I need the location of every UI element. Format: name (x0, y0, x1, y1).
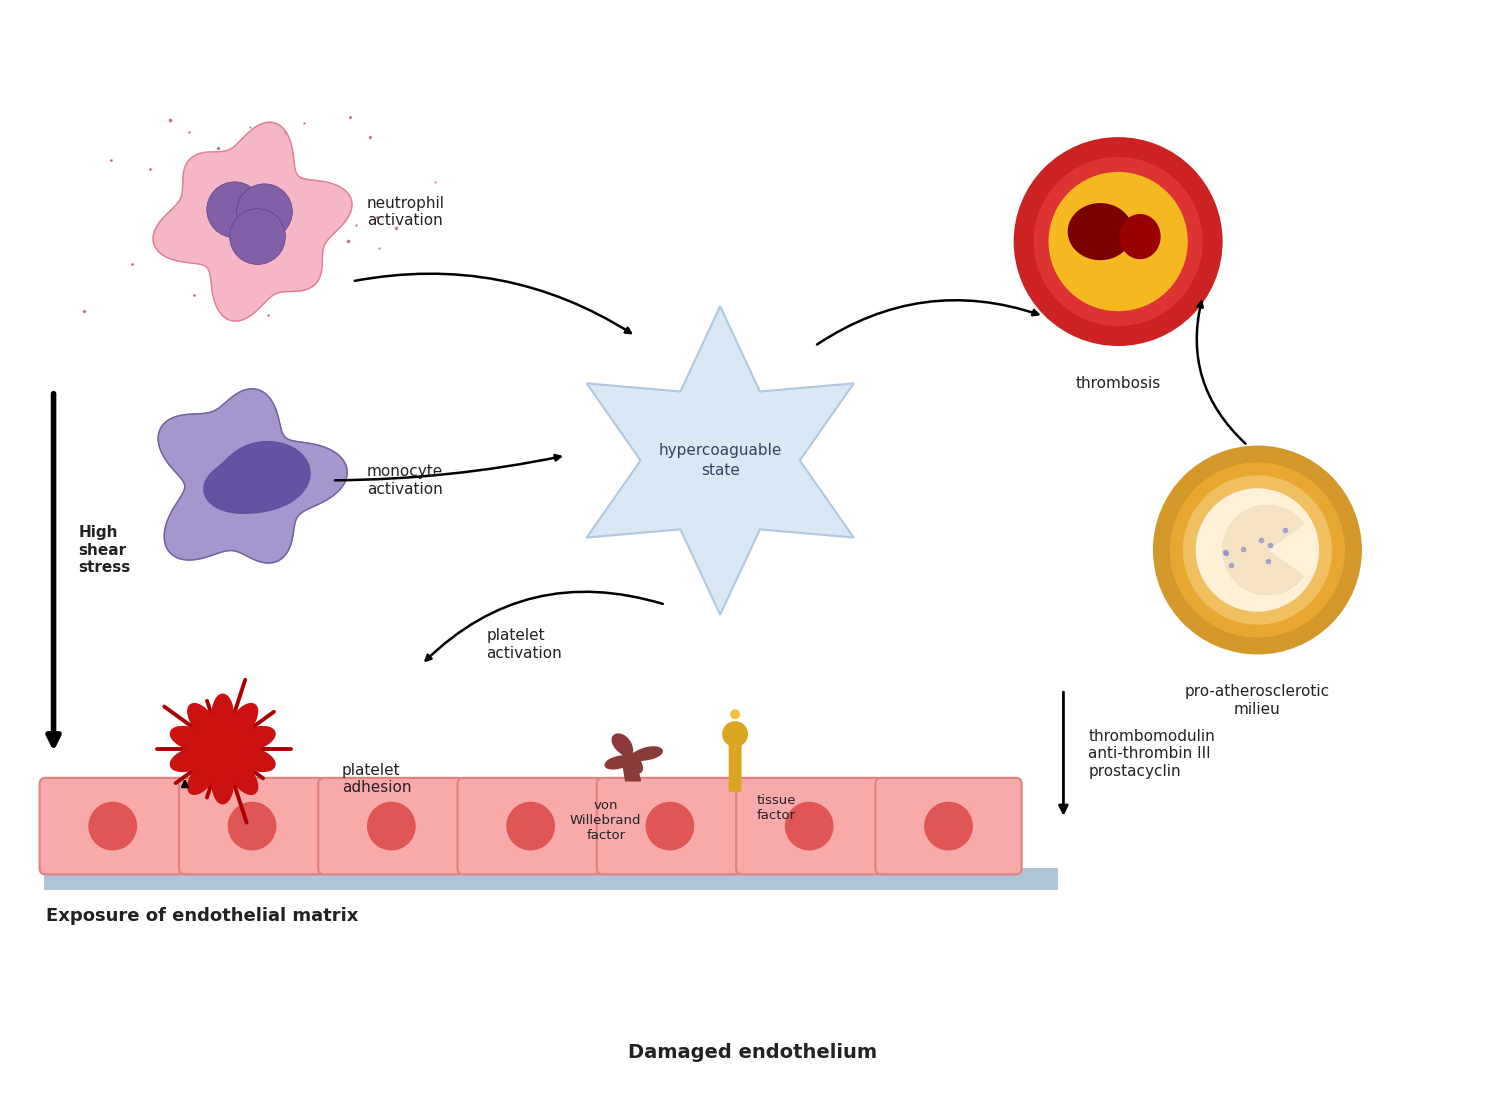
Polygon shape (158, 388, 348, 563)
Text: pro-atherosclerotic
milieu: pro-atherosclerotic milieu (1185, 684, 1330, 717)
Circle shape (1182, 475, 1333, 625)
Circle shape (206, 182, 262, 238)
FancyBboxPatch shape (875, 778, 1021, 874)
Circle shape (1170, 462, 1345, 638)
Circle shape (646, 802, 694, 850)
Text: platelet
adhesion: platelet adhesion (342, 762, 411, 795)
Text: Damaged endothelium: Damaged endothelium (628, 1043, 878, 1062)
Polygon shape (605, 734, 663, 773)
Circle shape (229, 802, 276, 850)
Circle shape (197, 723, 248, 774)
Circle shape (730, 710, 739, 719)
Text: thrombomodulin
anti-thrombin III
prostacyclin: thrombomodulin anti-thrombin III prostac… (1089, 729, 1215, 779)
Polygon shape (203, 441, 310, 514)
Text: tissue
factor: tissue factor (758, 794, 797, 822)
Circle shape (786, 802, 833, 850)
FancyBboxPatch shape (39, 778, 185, 874)
Polygon shape (170, 694, 276, 804)
Circle shape (236, 184, 292, 240)
Text: neutrophil
activation: neutrophil activation (367, 196, 444, 228)
Circle shape (1048, 172, 1188, 311)
Circle shape (1154, 446, 1361, 654)
Polygon shape (587, 306, 854, 615)
Text: monocyte
activation: monocyte activation (367, 464, 443, 496)
Polygon shape (1068, 204, 1133, 260)
Polygon shape (1223, 505, 1304, 595)
Polygon shape (1120, 214, 1160, 258)
Polygon shape (622, 763, 640, 781)
Circle shape (508, 802, 554, 850)
FancyBboxPatch shape (729, 742, 741, 792)
Circle shape (1033, 157, 1203, 326)
Text: von
Willebrand
factor: von Willebrand factor (569, 799, 642, 842)
Text: hypercoaguable
state: hypercoaguable state (658, 443, 782, 477)
FancyBboxPatch shape (318, 778, 464, 874)
Circle shape (229, 209, 285, 264)
FancyBboxPatch shape (179, 778, 325, 874)
Circle shape (723, 722, 748, 747)
FancyBboxPatch shape (44, 868, 1059, 890)
Text: platelet
activation: platelet activation (486, 628, 562, 661)
FancyBboxPatch shape (736, 778, 883, 874)
Circle shape (1196, 488, 1319, 612)
Circle shape (925, 802, 973, 850)
FancyBboxPatch shape (596, 778, 742, 874)
Polygon shape (154, 122, 352, 321)
Circle shape (1014, 138, 1223, 346)
Text: High
shear
stress: High shear stress (78, 525, 131, 575)
Text: thrombosis: thrombosis (1075, 376, 1161, 390)
Text: Exposure of endothelial matrix: Exposure of endothelial matrix (45, 908, 358, 925)
FancyBboxPatch shape (458, 778, 604, 874)
Circle shape (367, 802, 416, 850)
Circle shape (89, 802, 137, 850)
